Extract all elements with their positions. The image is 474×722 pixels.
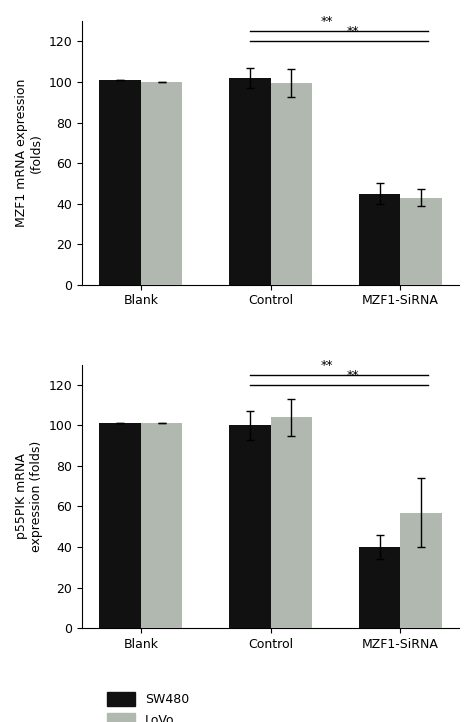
Y-axis label: p55PIK mRNA
expression (folds): p55PIK mRNA expression (folds) bbox=[15, 440, 43, 552]
Bar bbox=[401, 198, 442, 284]
Bar bbox=[99, 80, 141, 284]
Text: **: ** bbox=[320, 15, 333, 28]
Bar bbox=[141, 423, 182, 628]
Bar bbox=[229, 78, 271, 284]
Bar bbox=[271, 417, 312, 628]
Legend: SW480, LoVo: SW480, LoVo bbox=[107, 692, 189, 722]
Bar bbox=[401, 513, 442, 628]
Y-axis label: MZF1 mRNA expression
(folds): MZF1 mRNA expression (folds) bbox=[15, 79, 43, 227]
Text: **: ** bbox=[346, 369, 359, 382]
Bar bbox=[99, 423, 141, 628]
Text: **: ** bbox=[346, 25, 359, 38]
Bar bbox=[359, 193, 401, 284]
Text: **: ** bbox=[320, 359, 333, 372]
Bar bbox=[141, 82, 182, 284]
Bar bbox=[229, 425, 271, 628]
Bar bbox=[359, 547, 401, 628]
Bar bbox=[271, 83, 312, 284]
